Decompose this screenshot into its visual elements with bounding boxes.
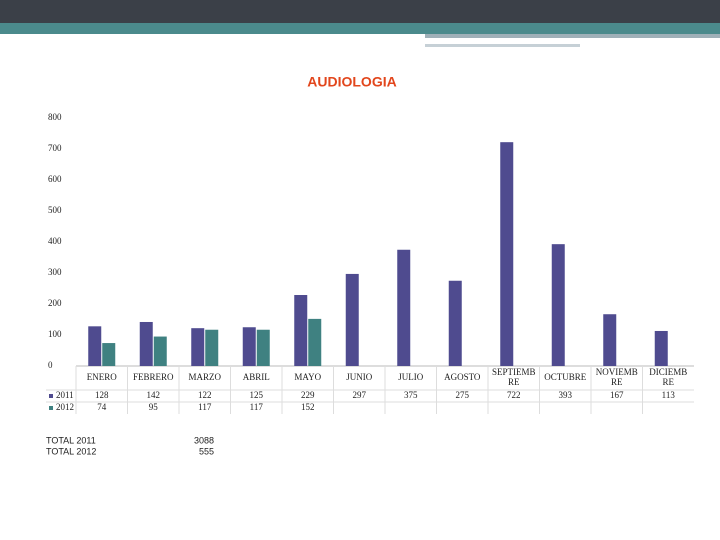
bar [654,330,668,366]
legend-label: 2011 [56,390,74,400]
total-value: 555 [199,446,214,456]
bar [139,321,153,366]
table-value: 117 [198,402,212,412]
y-tick-label: 0 [48,360,53,370]
y-tick-label: 700 [48,143,62,153]
table-value: 95 [149,402,159,412]
legend-swatch [49,406,53,410]
y-tick-label: 200 [48,298,62,308]
table-value: 74 [97,402,107,412]
x-tick-label: SEPTIEMB RE [492,367,536,387]
x-tick-label: NOVIEMB RE [596,367,638,387]
bar [397,249,411,366]
y-tick-label: 400 [48,236,62,246]
header-line [425,44,580,47]
x-tick-label: FEBRERO [133,372,174,382]
x-tick-label: MARZO [188,372,221,382]
x-tick-label: DICIEMB RE [649,367,687,387]
bar [500,142,514,366]
x-tick-label: JUNIO [346,372,372,382]
bar [102,343,116,366]
table-value: 142 [147,390,161,400]
legend-swatch [49,394,53,398]
table-value: 393 [559,390,573,400]
bar [153,336,167,366]
total-value: 3088 [194,435,214,445]
table-value: 117 [250,402,264,412]
x-tick-label: ENERO [87,372,117,382]
header-line [425,34,720,38]
bar [88,326,102,366]
bar [191,328,205,366]
x-tick-label: OCTUBRE [544,372,587,382]
bar [448,280,462,366]
y-tick-label: 600 [48,174,62,184]
table-value: 152 [301,402,315,412]
bar [308,318,322,366]
total-label: TOTAL 2012 [46,446,96,456]
table-value: 722 [507,390,521,400]
header-bar [0,0,720,23]
table-value: 297 [353,390,367,400]
table-value: 375 [404,390,418,400]
x-tick-label: JULIO [398,372,423,382]
legend-label: 2012 [56,402,74,412]
table-value: 128 [95,390,109,400]
chart-title: AUDIOLOGIA [307,74,396,90]
x-tick-label: ABRIL [243,372,270,382]
y-tick-label: 300 [48,267,62,277]
table-value: 122 [198,390,212,400]
bar [603,314,617,366]
table-value: 113 [662,390,676,400]
table-value: 275 [456,390,470,400]
bar [294,295,308,366]
bar [551,244,565,366]
table-value: 229 [301,390,315,400]
header-stripe [0,23,720,34]
bar [205,329,219,366]
table-value: 125 [250,390,264,400]
y-tick-label: 500 [48,205,62,215]
table-value: 167 [610,390,624,400]
total-label: TOTAL 2011 [46,435,96,445]
y-tick-label: 100 [48,329,62,339]
bar [256,329,270,366]
x-tick-label: MAYO [294,372,321,382]
bar [345,273,359,366]
x-tick-label: AGOSTO [444,372,481,382]
bar [242,327,256,366]
y-tick-label: 800 [48,112,62,122]
